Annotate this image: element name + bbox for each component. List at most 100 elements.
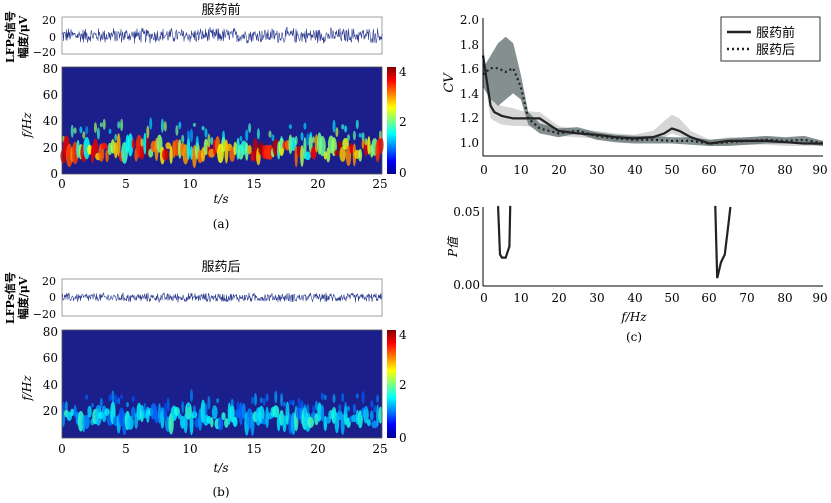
panel-c-cv-ylabel-text: CV: [442, 72, 457, 93]
spectrogram-blob: [236, 401, 240, 412]
spectrogram-blob: [126, 401, 129, 408]
spectrogram-blob: [310, 146, 317, 160]
panel-c-p-xtick: 80: [777, 291, 792, 305]
spectrogram-blob: [207, 396, 211, 410]
panel-c-p-xtick: 90: [812, 291, 827, 305]
panel-c-p-xtick: 40: [627, 291, 642, 305]
spectrogram-blob: [320, 392, 324, 401]
spectrogram-blob: [347, 405, 350, 412]
panel-b-amp-ytick: 20: [42, 275, 56, 288]
spectrogram-blob: [288, 399, 292, 406]
spectrogram-blob: [309, 131, 313, 138]
panel-c-cv-ytick: 2.0: [460, 13, 479, 27]
panel-a-amplitude-ylabel-line2: 幅度/μV: [16, 15, 30, 58]
spectrogram-blob: [70, 408, 75, 417]
spectrogram-blob: [154, 410, 159, 424]
spectrogram-blob: [358, 148, 363, 162]
spectrogram-blob: [85, 125, 89, 135]
spectrogram-blob: [87, 144, 93, 155]
spectrogram-blob: [335, 127, 339, 138]
panel-b-spec-ytick: 40: [43, 378, 58, 392]
panel-c-p-ylabel-text: P值: [446, 235, 460, 258]
spectrogram-blob: [370, 400, 374, 408]
spectrogram-blob: [131, 138, 135, 150]
spectrogram-blob: [181, 401, 185, 414]
spectrogram-blob: [245, 129, 249, 142]
panel-c-cv-ytick: 1.4: [460, 87, 479, 101]
spectrogram-blob: [282, 415, 287, 433]
panel-a-spec-ytick: 60: [43, 88, 58, 102]
spectrogram-blob: [342, 138, 349, 150]
spectrogram-blob: [227, 402, 231, 425]
panel-c-cv-ytick: 1.0: [460, 136, 479, 150]
panel-c-p-xtick: 10: [513, 291, 528, 305]
panel-c-cv-yticks: 2.0 1.8 1.6 1.4 1.2 1.0: [460, 13, 479, 150]
spectrogram-blob: [224, 139, 229, 164]
legend-label-before: 服药前: [756, 25, 795, 41]
spectrogram-blob: [195, 135, 199, 148]
spectrogram-blob: [216, 398, 220, 403]
spectrogram-blob: [304, 151, 311, 161]
spectrogram-blob: [149, 117, 153, 130]
spectrogram-blob: [126, 415, 134, 430]
spectrogram-blob: [73, 404, 77, 418]
panel-b-spectrogram-ylabel-text: f/Hz: [20, 375, 34, 402]
spectrogram-blob: [233, 141, 237, 156]
panel-a-amp-ytick: −20: [33, 46, 56, 59]
panel-b-amp-ytick: −20: [33, 308, 56, 321]
spectrogram-blob: [319, 136, 326, 157]
spectrogram-blob: [291, 400, 295, 406]
spectrogram-blob: [352, 130, 356, 141]
panel-a-spectrogram-frame: [61, 66, 383, 175]
spectrogram-blob: [378, 406, 383, 424]
spectrogram-blob: [306, 403, 310, 414]
panel-c-cv-xtick: 30: [589, 163, 604, 177]
panel-c-p-xtick: 20: [551, 291, 566, 305]
panel-b-colorbar-tick: 4: [399, 328, 407, 342]
spectrogram-blob: [306, 133, 310, 146]
spectrogram-blob: [82, 131, 86, 139]
panel-c-p-xticks: 0 10 20 30 40 50 60 70 80 90: [480, 291, 827, 305]
panel-c-cv-xtick: 0: [480, 163, 488, 177]
spectrogram-blob: [146, 125, 150, 139]
spectrogram-blob: [160, 407, 165, 429]
panel-a-colorbar-tick: 0: [399, 166, 407, 180]
spectrogram-blob: [204, 128, 208, 138]
spectrogram-blob: [251, 396, 254, 405]
spectrogram-blob: [140, 405, 144, 413]
spectrogram-blob: [303, 404, 307, 417]
panel-b-spec-ytick: 20: [43, 404, 58, 418]
panel-b-spec-ytick: 80: [43, 325, 58, 339]
panel-c-p-xlabel: f/Hz: [620, 310, 647, 324]
panel-b-spectrogram-yticks: 80 60 40 20: [43, 325, 58, 418]
panel-a-caption: (a): [213, 217, 230, 231]
panel-a-lfp-trace: [61, 26, 383, 44]
spectrogram-blob: [344, 125, 348, 133]
spectrogram-blob: [361, 139, 365, 150]
spectrogram-blob: [104, 408, 110, 416]
panel-a-colorbar-tick: 4: [399, 65, 407, 79]
spectrogram-blob: [116, 133, 121, 157]
panel-c-legend-box: [720, 16, 821, 62]
spectrogram-blob: [341, 124, 345, 130]
panel-a-amplitude-yticks: 20 0 −20: [33, 14, 56, 59]
panel-a-spec-ytick: 40: [43, 114, 58, 128]
panel-b-colorbar-tick: 2: [399, 378, 407, 392]
spectrogram-blob: [207, 133, 211, 148]
spectrogram-blob: [163, 121, 167, 132]
panel-c-caption: (c): [626, 330, 642, 344]
spectrogram-blob: [349, 143, 354, 154]
panel-a-xticks: 0 5 10 15 20 25: [58, 177, 387, 191]
spectrogram-blob: [120, 118, 124, 132]
spectrogram-blob: [363, 141, 369, 157]
spectrogram-blob: [332, 393, 336, 404]
p-value-curve-1: [497, 205, 512, 259]
panel-a-spectrogram-ylabel-text: f/Hz: [20, 112, 34, 139]
spectrogram-blob: [239, 135, 243, 142]
panel-a-spectrogram-yticks: 80 60 40 20 0: [43, 62, 58, 181]
spectrogram-blob: [131, 406, 136, 418]
spectrogram-blob: [139, 144, 145, 160]
panel-a-spec-ytick: 0: [50, 167, 58, 181]
spectrogram-blob: [379, 130, 382, 139]
spectrogram-blob: [312, 136, 316, 144]
